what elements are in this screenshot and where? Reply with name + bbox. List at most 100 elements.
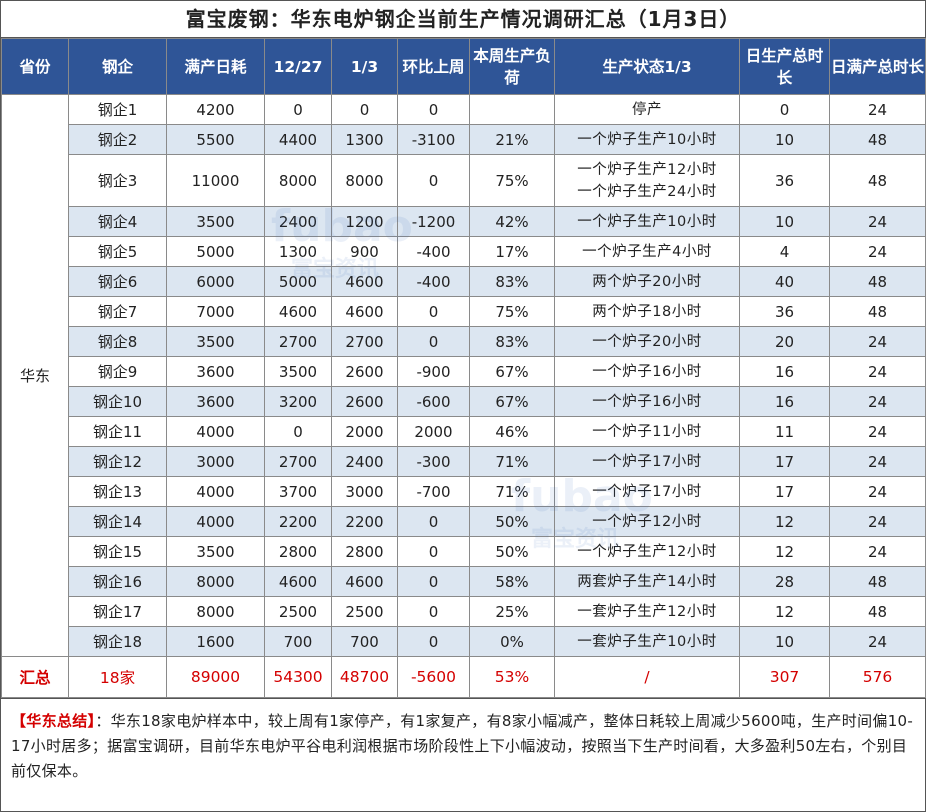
value-cell: 8000 (264, 154, 332, 207)
value-cell: 48 (829, 596, 926, 627)
value-cell: 50% (469, 506, 555, 537)
value-cell: 24 (829, 416, 926, 447)
value-cell: 48 (829, 266, 926, 297)
value-cell: 21% (469, 124, 555, 155)
value-cell: 12 (739, 506, 830, 537)
summary-text: ：华东18家电炉样本中，较上周有1家停产，有1家复产，有8家小幅减产，整体日耗较… (11, 712, 914, 780)
value-cell: 36 (739, 154, 830, 207)
status-cell: 一套炉子生产10小时 (554, 626, 740, 657)
value-cell: 10 (739, 124, 830, 155)
value-cell: 8000 (166, 596, 265, 627)
value-cell: 24 (829, 386, 926, 417)
value-cell: 1200 (331, 206, 398, 237)
status-cell: 一个炉子生产10小时 (554, 206, 740, 237)
status-cell: 一个炉子17小时 (554, 446, 740, 477)
value-cell: 16 (739, 386, 830, 417)
total-value: / (554, 656, 740, 698)
company-name-cell: 钢企18 (68, 626, 167, 657)
column-header: 满产日耗 (166, 38, 265, 95)
value-cell: 28 (739, 566, 830, 597)
value-cell: 25% (469, 596, 555, 627)
table-header-row: 省份 钢企 满产日耗 12/27 1/3 环比上周 本周生产负荷 生产状态1/3 日生产总时长日… (1, 38, 926, 95)
value-cell: 2200 (331, 506, 398, 537)
value-cell: 0% (469, 626, 555, 657)
value-cell: 4000 (166, 476, 265, 507)
company-name-cell: 钢企11 (68, 416, 167, 447)
value-cell: 3600 (166, 386, 265, 417)
status-cell: 停产 (554, 94, 740, 125)
table-row: 钢企3 11000 8000 8000 0 75% 一个炉子生产12小时 一个炉子生产24小时… (2, 154, 926, 207)
value-cell: 48 (829, 566, 926, 597)
value-cell: 4000 (166, 506, 265, 537)
status-cell: 一个炉子11小时 (554, 416, 740, 447)
table-row: 钢企14 4000 2200 2200 0 50% 一个炉子12小时 12 24 (2, 506, 926, 537)
value-cell: 24 (829, 356, 926, 387)
value-cell: 24 (829, 94, 926, 125)
value-cell: 2200 (264, 506, 332, 537)
summary-paragraph: 【华东总结】：华东18家电炉样本中，较上周有1家停产，有1家复产，有8家小幅减产… (1, 698, 925, 784)
value-cell: 0 (397, 536, 470, 567)
company-name-cell: 钢企17 (68, 596, 167, 627)
company-name-cell: 钢企12 (68, 446, 167, 477)
value-cell: 3500 (166, 326, 265, 357)
value-cell: 4600 (331, 566, 398, 597)
value-cell: 0 (397, 326, 470, 357)
value-cell: 0 (397, 94, 470, 125)
status-cell: 两个炉子20小时 (554, 266, 740, 297)
value-cell: 2800 (264, 536, 332, 567)
company-name-cell: 钢企13 (68, 476, 167, 507)
total-value: 54300 (264, 656, 332, 698)
value-cell: 0 (739, 94, 830, 125)
table-row: 钢企18 1600 700 700 0 0% 一套炉子生产10小时 10 24 (2, 626, 926, 657)
company-name-cell: 钢企9 (68, 356, 167, 387)
total-value: 53% (469, 656, 555, 698)
table-row: 钢企8 3500 2700 2700 0 83% 一个炉子20小时 20 24 (2, 326, 926, 357)
value-cell: 83% (469, 326, 555, 357)
status-cell: 一个炉子生产10小时 (554, 124, 740, 155)
value-cell: 2400 (331, 446, 398, 477)
value-cell: 0 (397, 566, 470, 597)
table-body: 华东 钢企1 4200 0 0 0 停产 0 24 钢企2 5500 4400 1300 -3100 21%… (1, 94, 926, 698)
value-cell: 2400 (264, 206, 332, 237)
value-cell: 20 (739, 326, 830, 357)
value-cell: 1300 (264, 236, 332, 267)
table-row: 钢企17 8000 2500 2500 0 25% 一套炉子生产12小时 12 48 (2, 596, 926, 627)
value-cell: 67% (469, 386, 555, 417)
value-cell: -300 (397, 446, 470, 477)
value-cell: 700 (331, 626, 398, 657)
value-cell: 71% (469, 446, 555, 477)
value-cell: 5500 (166, 124, 265, 155)
value-cell: 2800 (331, 536, 398, 567)
summary-label: 【华东总结】 (11, 712, 96, 730)
value-cell: 11000 (166, 154, 265, 207)
total-value: 307 (739, 656, 830, 698)
company-name-cell: 钢企2 (68, 124, 167, 155)
value-cell: 12 (739, 536, 830, 567)
table-row: 钢企15 3500 2800 2800 0 50% 一个炉子生产12小时 12 24 (2, 536, 926, 567)
value-cell: 48 (829, 154, 926, 207)
table-row: 华东 钢企1 4200 0 0 0 停产 0 24 (1, 94, 926, 657)
value-cell: 2600 (331, 356, 398, 387)
value-cell: 2600 (331, 386, 398, 417)
value-cell: 24 (829, 236, 926, 267)
total-value: 18家 (68, 656, 167, 698)
value-cell: 4400 (264, 124, 332, 155)
value-cell: 2000 (331, 416, 398, 447)
value-cell: 24 (829, 206, 926, 237)
value-cell: 75% (469, 154, 555, 207)
value-cell: 24 (829, 446, 926, 477)
value-cell: 8000 (331, 154, 398, 207)
column-header: 省份 (1, 38, 69, 95)
value-cell: -1200 (397, 206, 470, 237)
company-name-cell: 钢企1 (68, 94, 167, 125)
value-cell: 1600 (166, 626, 265, 657)
total-value: 89000 (166, 656, 265, 698)
value-cell: 5000 (166, 236, 265, 267)
value-cell: 10 (739, 626, 830, 657)
value-cell: 0 (331, 94, 398, 125)
table-row: 钢企6 6000 5000 4600 -400 83% 两个炉子20小时 40 48 (2, 266, 926, 297)
table-row: 钢企10 3600 3200 2600 -600 67% 一个炉子16小时 16 24 (2, 386, 926, 417)
value-cell: 17 (739, 476, 830, 507)
province-cell: 华东 (1, 94, 69, 657)
